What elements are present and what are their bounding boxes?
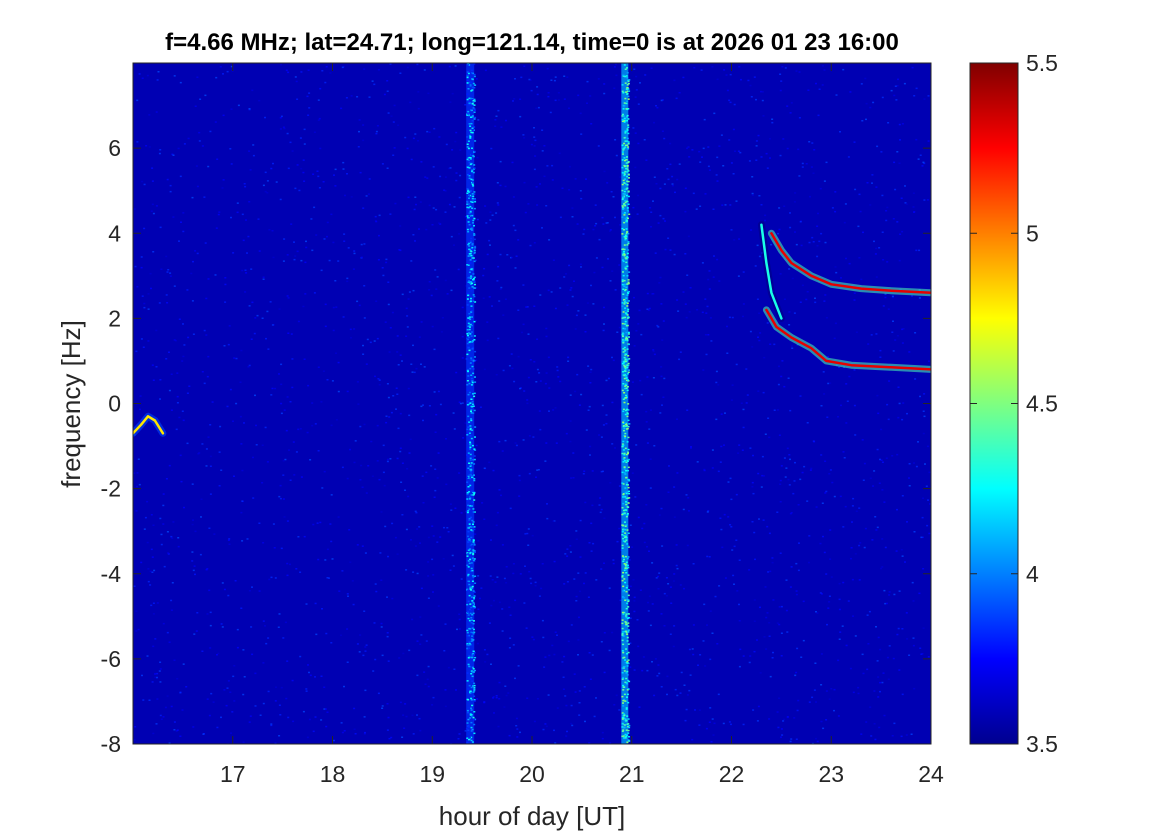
x-tick-label: 19 xyxy=(419,761,445,787)
y-tick-label: -2 xyxy=(101,476,121,502)
x-tick-label: 23 xyxy=(818,761,844,787)
colorbar-tick-label: 4 xyxy=(1026,561,1039,587)
doppler-trace-1 xyxy=(767,229,931,297)
y-tick-label: -6 xyxy=(101,646,121,672)
broadband-band-2 xyxy=(621,63,631,744)
colorbar-tick-label: 5 xyxy=(1026,220,1039,246)
y-tick-label: 6 xyxy=(108,135,121,161)
x-tick-label: 24 xyxy=(918,761,944,787)
y-tick-label: -8 xyxy=(101,731,121,757)
x-axis: 17 18 19 20 21 22 23 24 xyxy=(220,63,944,787)
x-tick-label: 17 xyxy=(220,761,246,787)
broadband-band-1 xyxy=(466,63,477,744)
x-tick-label: 21 xyxy=(619,761,645,787)
y-tick-label: 4 xyxy=(108,220,121,246)
x-axis-label: hour of day [UT] xyxy=(439,801,625,831)
y-tick-label: 0 xyxy=(108,391,121,417)
y-axis-label: frequency [Hz] xyxy=(56,320,86,488)
heatmap-background xyxy=(133,63,931,744)
x-tick-label: 18 xyxy=(320,761,346,787)
doppler-trace-2 xyxy=(762,306,931,373)
noise-texture xyxy=(133,63,931,744)
y-tick-label: 2 xyxy=(108,305,121,331)
y-axis: -8 -6 -4 -2 0 2 4 6 xyxy=(101,135,931,757)
x-tick-label: 22 xyxy=(719,761,745,787)
doppler-trace-3 xyxy=(757,221,785,322)
colorbar-tick-label: 4.5 xyxy=(1026,391,1058,417)
x-tick-label: 20 xyxy=(519,761,545,787)
colorbar-tick-label: 3.5 xyxy=(1026,731,1058,757)
plot-area xyxy=(132,62,932,745)
colorbar-tick-label: 5.5 xyxy=(1026,50,1058,76)
colorbar-gradient xyxy=(969,62,1019,745)
y-tick-label: -4 xyxy=(101,561,122,587)
chart-title: f=4.66 MHz; lat=24.71; long=121.14, time… xyxy=(165,29,899,56)
colorbar: 3.5 4 4.5 5 5.5 xyxy=(969,50,1058,757)
doppler-trace-4 xyxy=(133,412,167,437)
